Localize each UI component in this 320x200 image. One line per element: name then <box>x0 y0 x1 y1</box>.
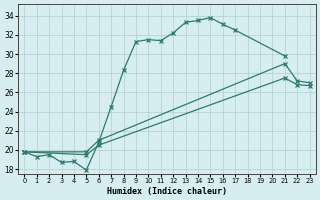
X-axis label: Humidex (Indice chaleur): Humidex (Indice chaleur) <box>107 187 227 196</box>
